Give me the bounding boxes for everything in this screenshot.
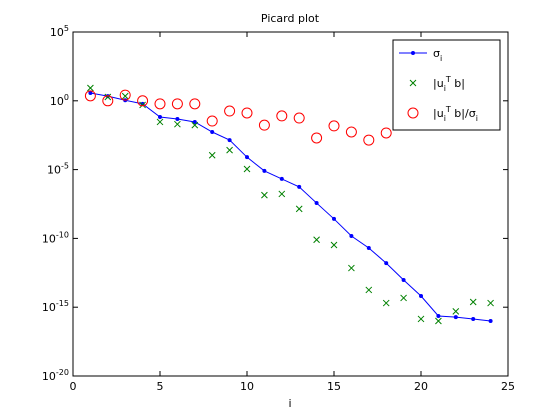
point: [175, 116, 180, 121]
point: [140, 101, 145, 106]
point: [435, 317, 442, 325]
point: [332, 216, 336, 221]
point: [313, 236, 320, 244]
point: [314, 201, 319, 206]
point: [226, 146, 233, 154]
point: [471, 316, 476, 321]
x-tick-label: 5: [157, 380, 164, 393]
x-tick-label: 25: [501, 380, 515, 393]
point: [380, 127, 392, 139]
y-tick-label: 10-5​: [47, 162, 69, 177]
point: [295, 205, 303, 213]
point: [104, 93, 112, 101]
legend-marker: [411, 51, 415, 55]
point: [154, 98, 166, 110]
point: [206, 115, 218, 127]
point: [363, 134, 375, 146]
point: [345, 126, 357, 138]
x-tick-label: 10: [240, 380, 254, 393]
y-tick-label: 10-20​: [42, 368, 69, 383]
point: [384, 261, 389, 266]
point: [243, 165, 251, 173]
point: [102, 95, 114, 107]
point: [137, 95, 149, 107]
point: [419, 294, 423, 299]
point: [487, 299, 494, 307]
point: [208, 151, 216, 159]
point: [139, 101, 146, 109]
legend-marker: [407, 107, 419, 119]
x-axis-label: i: [288, 397, 291, 410]
point: [293, 112, 305, 124]
y-tick-label: 105​: [50, 24, 69, 39]
point: [192, 119, 197, 124]
point: [297, 184, 302, 189]
point: [227, 138, 232, 143]
point: [241, 107, 253, 119]
point: [400, 294, 407, 302]
point: [88, 90, 93, 95]
y-tick-label: 10-10​: [42, 230, 69, 245]
point: [119, 89, 131, 101]
point: [174, 120, 181, 128]
point: [365, 286, 373, 294]
point: [276, 110, 288, 122]
point: [330, 241, 338, 249]
point: [191, 121, 199, 129]
point: [349, 233, 354, 238]
point: [311, 132, 323, 144]
point: [261, 191, 268, 199]
point: [258, 119, 270, 131]
point: [348, 264, 355, 272]
x-tick-label: 0: [70, 380, 77, 393]
point: [224, 105, 236, 117]
point: [488, 318, 493, 323]
legend-label: σi​: [433, 47, 442, 63]
legend-label: |ui​T​ b|/σi​: [433, 105, 478, 123]
legend-label: |ui​T​ b|: [433, 75, 465, 93]
point: [158, 115, 162, 120]
point: [417, 315, 425, 323]
point: [452, 307, 460, 315]
legend-marker: [409, 79, 417, 87]
point: [278, 190, 286, 198]
point: [328, 120, 340, 132]
point: [156, 118, 164, 126]
x-tick-label: 15: [327, 380, 341, 393]
point: [121, 92, 129, 100]
point: [401, 277, 406, 282]
point: [436, 313, 441, 318]
chart-title: Picard plot: [261, 12, 320, 25]
point: [245, 155, 249, 160]
series-line: [90, 92, 491, 322]
point: [279, 176, 284, 181]
point: [366, 246, 371, 251]
point: [87, 84, 94, 92]
point: [189, 98, 201, 110]
point: [382, 299, 390, 307]
point: [84, 90, 96, 102]
point: [171, 98, 183, 110]
y-tick-label: 10-15​: [42, 299, 69, 314]
point: [469, 298, 477, 306]
point: [210, 130, 215, 135]
y-tick-label: 100​: [50, 93, 69, 108]
point: [453, 315, 458, 320]
x-tick-label: 20: [414, 380, 428, 393]
point: [262, 168, 267, 173]
